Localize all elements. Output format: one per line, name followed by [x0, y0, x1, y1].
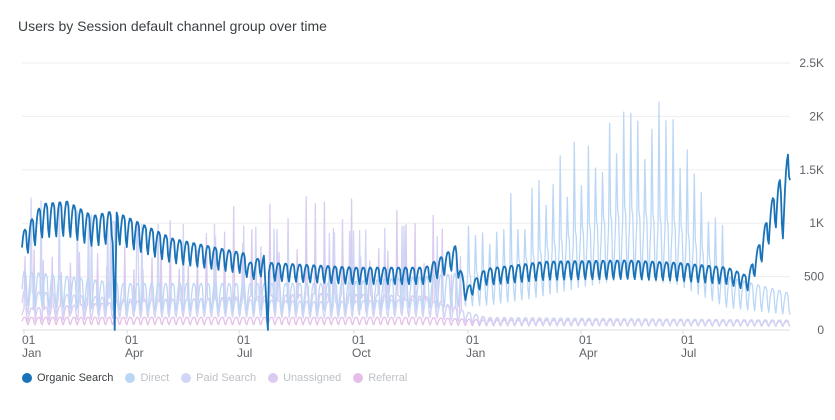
x-tick-day: 01: [352, 333, 366, 347]
chart-title: Users by Session default channel group o…: [18, 18, 327, 34]
chart-legend: Organic Search Direct Paid Search Unassigne…: [22, 372, 407, 384]
legend-item-direct[interactable]: Direct: [125, 372, 169, 384]
x-tick-day: 01: [681, 333, 695, 347]
x-tick-day: 01: [125, 333, 139, 347]
legend-dot-icon: [181, 373, 192, 383]
series-line-paid-search[interactable]: [21, 197, 791, 327]
legend-dot-icon: [22, 373, 32, 383]
series-line-unassigned[interactable]: [21, 196, 791, 328]
y-tick-label: 1.5K: [799, 163, 824, 177]
x-tick-day: 01: [579, 333, 593, 347]
y-tick-label: 1K: [809, 216, 824, 230]
legend-label: Direct: [140, 372, 170, 384]
x-tick-day: 01: [237, 333, 251, 347]
legend-label: Organic Search: [37, 372, 114, 384]
legend-dot-icon: [125, 373, 136, 383]
series-line-direct[interactable]: [21, 101, 791, 315]
x-tick-month: Apr: [125, 346, 144, 360]
legend-dot-icon: [353, 373, 364, 383]
legend-item-unassigned[interactable]: Unassigned: [268, 372, 341, 384]
x-tick-month: Jul: [237, 346, 252, 360]
legend-label: Paid Search: [196, 372, 257, 384]
x-tick-day: 01: [22, 333, 36, 347]
legend-item-paid-search[interactable]: Paid Search: [181, 372, 256, 384]
legend-item-referral[interactable]: Referral: [353, 372, 407, 384]
y-tick-label: 2K: [809, 109, 824, 123]
legend-dot-icon: [268, 373, 279, 383]
x-tick-month: Jan: [22, 346, 41, 360]
x-tick-day: 01: [466, 333, 480, 347]
legend-item-organic-search[interactable]: Organic Search: [22, 372, 113, 384]
x-tick-month: Oct: [352, 346, 371, 360]
y-tick-label: 0: [817, 323, 824, 337]
y-tick-label: 2.5K: [799, 56, 824, 70]
legend-label: Unassigned: [283, 372, 342, 384]
x-tick-month: Jul: [681, 346, 696, 360]
x-tick-month: Jan: [466, 346, 485, 360]
series-line-organic-search[interactable]: [21, 153, 791, 331]
legend-label: Referral: [368, 372, 408, 384]
y-tick-label: 500: [804, 270, 824, 284]
x-tick-month: Apr: [579, 346, 598, 360]
